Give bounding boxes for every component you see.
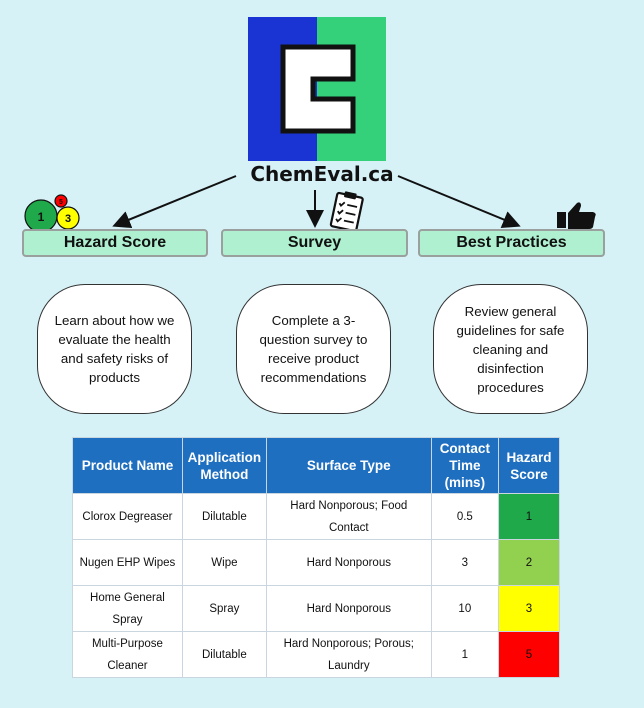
- cell-time: 10: [430, 585, 499, 632]
- hazard-icon-label-1: 1: [38, 210, 45, 224]
- cell-product: Clorox Degreaser: [72, 493, 183, 540]
- brand-name: ChemEval.ca: [250, 162, 394, 186]
- header-product-name: Product Name: [72, 437, 183, 494]
- table-row: Clorox Degreaser Dilutable Hard Nonporou…: [72, 493, 561, 540]
- best-practices-box[interactable]: Best Practices: [418, 229, 605, 257]
- cell-score: 5: [497, 631, 561, 678]
- products-table: Product Name Application Method Surface …: [72, 437, 561, 678]
- hazard-circles-icon: 1 3 5: [24, 194, 80, 232]
- best-practices-description-text: Review general guidelines for safe clean…: [456, 303, 565, 395]
- survey-description: Complete a 3-question survey to receive …: [236, 284, 391, 414]
- hazard-icon-label-3: 3: [65, 213, 71, 225]
- cell-product: Home General Spray: [72, 585, 183, 632]
- cell-score: 1: [497, 493, 561, 540]
- best-practices-description: Review general guidelines for safe clean…: [433, 284, 588, 414]
- cell-time: 3: [430, 539, 499, 586]
- cell-surface: Hard Nonporous: [265, 585, 432, 632]
- survey-box[interactable]: Survey: [221, 229, 408, 257]
- cell-score: 3: [497, 585, 561, 632]
- survey-description-text: Complete a 3-question survey to receive …: [259, 313, 368, 385]
- header-application-method: Application Method: [181, 437, 267, 494]
- cell-surface: Hard Nonporous: [265, 539, 432, 586]
- cell-product: Nugen EHP Wipes: [72, 539, 183, 586]
- header-surface-type: Surface Type: [265, 437, 432, 494]
- hazard-icon-label-5: 5: [59, 199, 63, 206]
- cell-time: 1: [430, 631, 499, 678]
- thumbs-up-icon: [557, 202, 596, 229]
- clipboard-icon: [329, 191, 364, 232]
- cell-score: 2: [497, 539, 561, 586]
- cell-method: Dilutable: [181, 631, 267, 678]
- header-hazard-score: Hazard Score: [497, 437, 561, 494]
- table-row: Nugen EHP Wipes Wipe Hard Nonporous 3 2: [72, 539, 561, 586]
- table-row: Multi-Purpose Cleaner Dilutable Hard Non…: [72, 631, 561, 678]
- hazard-score-description: Learn about how we evaluate the health a…: [37, 284, 192, 414]
- hazard-score-description-text: Learn about how we evaluate the health a…: [54, 313, 175, 385]
- cell-method: Dilutable: [181, 493, 267, 540]
- cell-method: Wipe: [181, 539, 267, 586]
- header-contact-time: Contact Time (mins): [430, 437, 499, 494]
- cell-surface: Hard Nonporous; Food Contact: [265, 493, 432, 540]
- cell-time: 0.5: [430, 493, 499, 540]
- chemeval-logo: [248, 17, 386, 161]
- cell-method: Spray: [181, 585, 267, 632]
- cell-surface: Hard Nonporous; Porous; Laundry: [265, 631, 432, 678]
- table-header-row: Product Name Application Method Surface …: [72, 437, 561, 494]
- hazard-score-box[interactable]: Hazard Score: [22, 229, 208, 257]
- cell-product: Multi-Purpose Cleaner: [72, 631, 183, 678]
- table-row: Home General Spray Spray Hard Nonporous …: [72, 585, 561, 632]
